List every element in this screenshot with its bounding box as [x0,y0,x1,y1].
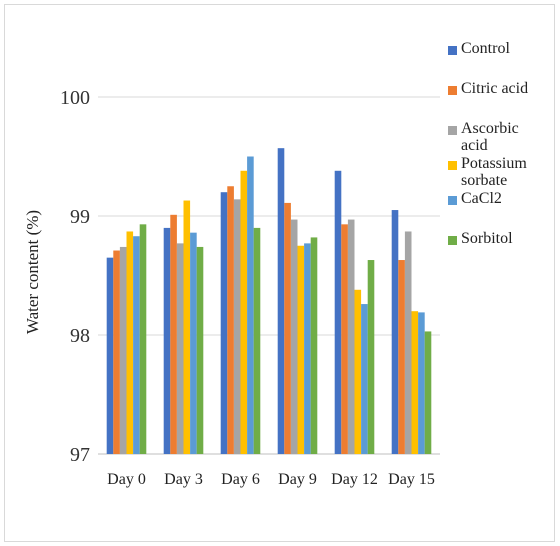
bar-ascorbic-acid-day-12 [347,219,355,454]
bar-cacl2-day-0 [133,236,140,454]
bar-sorbitol-day-6 [253,227,261,454]
legend-swatch [448,126,457,135]
x-category-label: Day 0 [107,471,146,488]
bar-citric-acid-day-9 [284,202,291,454]
bar-control-day-12 [334,170,342,454]
bar-ascorbic-acid-day-0 [119,246,127,454]
bars [106,148,432,455]
bar-ascorbic-acid-day-9 [290,219,298,454]
y-tick-label: 97 [70,444,90,466]
legend-label: Sorbitol [461,230,513,247]
bar-ascorbic-acid-day-15 [404,231,412,454]
legend-label: Control [461,40,510,57]
bar-control-day-6 [220,192,228,454]
bar-potassium-sorbate-day-3 [183,200,191,454]
y-tick-label: 98 [70,325,90,347]
bar-sorbitol-day-9 [310,237,318,454]
x-category-label: Day 12 [331,471,378,488]
x-axis-categories: Day 0 Day 3 Day 6 Day 9 Day 12 Day 15 [107,471,435,488]
legend-swatch [448,86,457,95]
legend-swatch [448,236,457,245]
x-category-label: Day 6 [221,471,260,488]
bar-control-day-0 [106,257,114,454]
bar-potassium-sorbate-day-0 [126,231,134,454]
x-category-label: Day 3 [164,471,203,488]
bar-potassium-sorbate-day-12 [354,289,362,454]
bar-cacl2-day-15 [418,312,425,454]
bar-citric-acid-day-0 [113,250,120,454]
legend-swatch [448,196,457,205]
legend-label: Potassium sorbate [461,155,527,189]
y-axis-title: Water content (%) [23,210,42,334]
bar-sorbitol-day-15 [424,331,432,454]
bar-sorbitol-day-3 [196,246,204,454]
y-tick-label: 100 [60,87,90,109]
legend-swatch [448,161,457,170]
bar-cacl2-day-3 [190,232,197,454]
bar-control-day-9 [277,148,285,455]
bar-citric-acid-day-12 [341,224,348,454]
bar-control-day-15 [391,210,399,454]
x-category-label: Day 9 [278,471,317,488]
bar-sorbitol-day-0 [139,224,147,454]
bar-cacl2-day-6 [247,156,254,454]
legend-label: Ascorbic acid [461,120,519,154]
bar-ascorbic-acid-day-3 [176,243,184,454]
bar-citric-acid-day-3 [170,214,177,454]
x-category-label: Day 15 [388,471,435,488]
bar-cacl2-day-9 [304,243,311,454]
bar-citric-acid-day-6 [227,186,234,454]
legend-label: Citric acid [461,80,529,97]
gridlines [98,96,440,455]
bar-cacl2-day-12 [361,304,368,454]
bar-potassium-sorbate-day-9 [297,245,305,454]
bar-control-day-3 [163,227,171,454]
bar-potassium-sorbate-day-15 [411,311,419,454]
y-tick-label: 99 [70,206,90,228]
legend-swatch [448,46,457,55]
legend-label: CaCl2 [461,190,502,207]
bar-citric-acid-day-15 [398,260,405,454]
bar-sorbitol-day-12 [367,260,375,454]
bar-ascorbic-acid-day-6 [233,199,241,454]
bar-potassium-sorbate-day-6 [240,170,248,454]
y-axis-ticks: 97 98 99 100 [60,87,90,466]
